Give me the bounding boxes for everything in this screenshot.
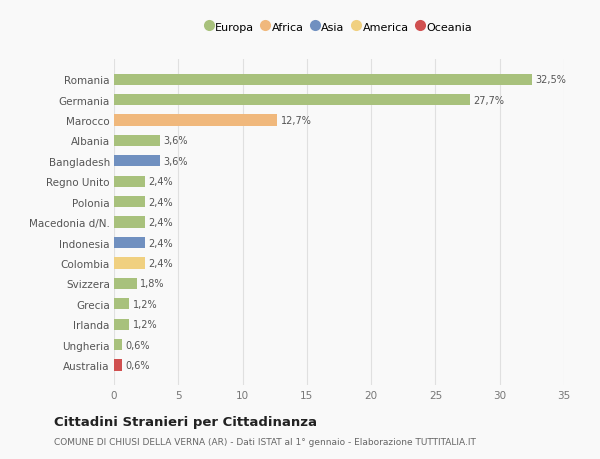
Text: 32,5%: 32,5% xyxy=(535,75,566,85)
Text: Cittadini Stranieri per Cittadinanza: Cittadini Stranieri per Cittadinanza xyxy=(54,415,317,428)
Bar xyxy=(114,319,130,330)
Bar xyxy=(114,359,122,371)
Bar xyxy=(114,135,160,147)
Text: 3,6%: 3,6% xyxy=(163,157,188,167)
Text: 2,4%: 2,4% xyxy=(148,258,173,269)
Bar xyxy=(114,196,145,208)
Bar xyxy=(114,298,130,310)
Text: COMUNE DI CHIUSI DELLA VERNA (AR) - Dati ISTAT al 1° gennaio - Elaborazione TUTT: COMUNE DI CHIUSI DELLA VERNA (AR) - Dati… xyxy=(54,437,476,446)
Text: 1,8%: 1,8% xyxy=(140,279,165,289)
Text: 1,2%: 1,2% xyxy=(133,319,157,330)
Bar xyxy=(114,278,137,289)
Bar xyxy=(114,237,145,249)
Text: 3,6%: 3,6% xyxy=(163,136,188,146)
Bar xyxy=(114,258,145,269)
Bar xyxy=(114,156,160,167)
Text: 2,4%: 2,4% xyxy=(148,238,173,248)
Text: 2,4%: 2,4% xyxy=(148,197,173,207)
Bar xyxy=(114,74,532,86)
Bar xyxy=(114,115,277,126)
Text: 12,7%: 12,7% xyxy=(281,116,311,126)
Text: 27,7%: 27,7% xyxy=(473,95,505,106)
Text: 1,2%: 1,2% xyxy=(133,299,157,309)
Text: 2,4%: 2,4% xyxy=(148,218,173,228)
Legend: Europa, Africa, Asia, America, Oceania: Europa, Africa, Asia, America, Oceania xyxy=(203,20,475,35)
Bar xyxy=(114,217,145,228)
Text: 2,4%: 2,4% xyxy=(148,177,173,187)
Bar xyxy=(114,339,122,350)
Bar xyxy=(114,95,470,106)
Text: 0,6%: 0,6% xyxy=(125,340,149,350)
Bar xyxy=(114,176,145,187)
Text: 0,6%: 0,6% xyxy=(125,360,149,370)
